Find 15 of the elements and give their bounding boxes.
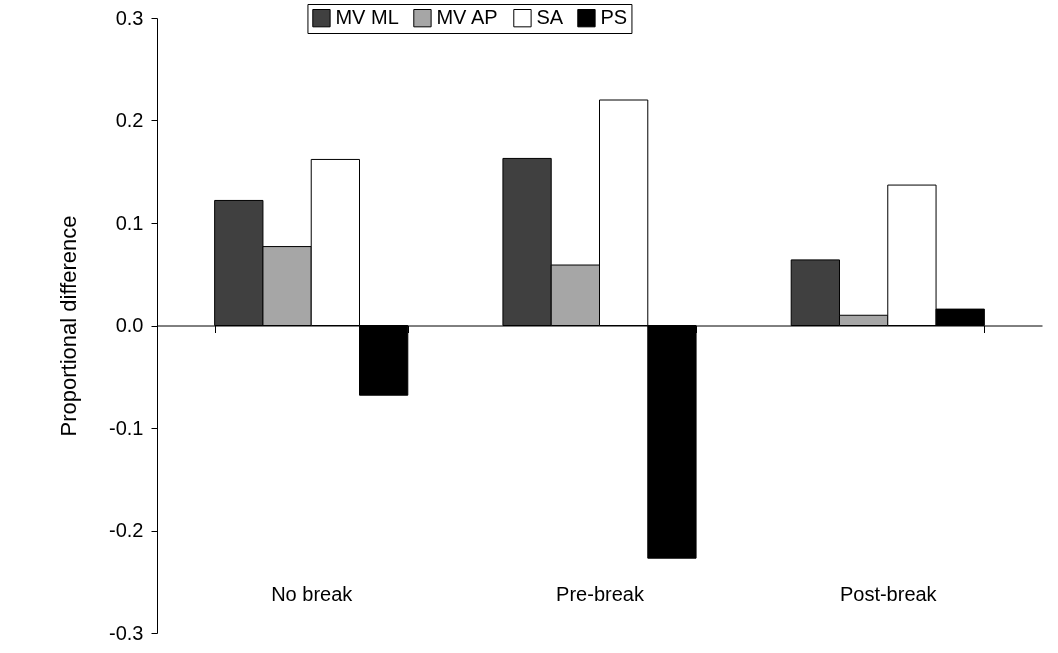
y-tick-label: 0.3	[115, 6, 144, 29]
y-tick-label: 0.2	[115, 109, 144, 131]
x-tick-label: Post-break	[839, 583, 938, 606]
x-tick-label: No break	[271, 583, 354, 606]
legend-label: MV ML	[335, 6, 399, 29]
y-tick-label: -0.2	[109, 519, 144, 541]
legend-label: PS	[600, 6, 628, 29]
x-tick-label: Pre-break	[556, 583, 645, 606]
y-tick-label: -0.3	[109, 621, 144, 644]
y-axis-title: Proportional difference	[56, 215, 82, 437]
y-tick-label: 0.0	[115, 314, 144, 336]
y-tick-label: 0.1	[115, 211, 144, 234]
y-tick-label: -0.1	[109, 416, 144, 439]
legend-label: MV AP	[436, 6, 498, 29]
legend-label: SA	[536, 6, 564, 29]
